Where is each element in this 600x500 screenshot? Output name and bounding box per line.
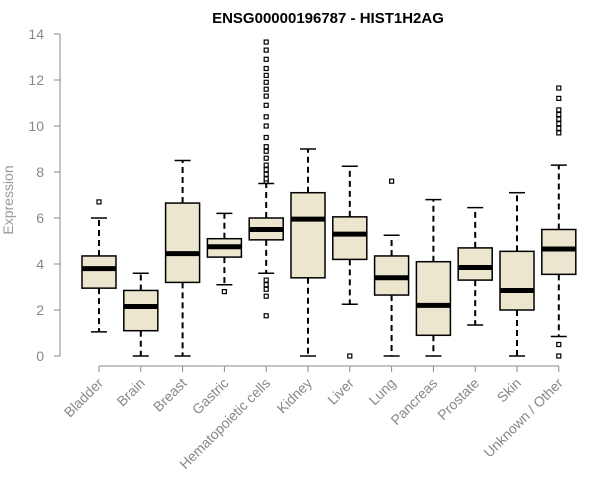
outlier-point xyxy=(263,155,269,161)
outlier-point xyxy=(263,293,269,299)
outlier-point xyxy=(556,116,562,122)
y-tick-label: 8 xyxy=(36,164,44,180)
outlier-point xyxy=(263,123,269,129)
outlier-point xyxy=(263,79,269,85)
outlier-point xyxy=(221,289,227,295)
iqr-box xyxy=(332,216,368,261)
outlier-point xyxy=(389,178,395,184)
y-tick-label: 4 xyxy=(36,256,44,272)
box-bladder xyxy=(81,199,117,333)
outlier-point xyxy=(263,171,269,177)
outlier-point xyxy=(556,107,562,113)
y-tick-label: 10 xyxy=(28,118,44,134)
outlier-point xyxy=(556,85,562,91)
outlier-point xyxy=(263,134,269,141)
outlier-point xyxy=(263,39,269,45)
outlier-point xyxy=(263,47,269,53)
iqr-box xyxy=(541,228,577,276)
x-tick-label: Lung xyxy=(365,375,398,408)
x-tick-label: Liver xyxy=(324,375,357,408)
outlier-point xyxy=(263,282,269,288)
x-tick-label: Brain xyxy=(113,375,147,409)
y-tick-label: 12 xyxy=(28,72,44,88)
y-tick-label: 0 xyxy=(36,348,44,364)
iqr-box xyxy=(123,289,159,332)
iqr-box xyxy=(415,260,452,337)
outlier-point xyxy=(263,162,269,168)
outlier-point xyxy=(263,102,269,108)
box-liver xyxy=(332,165,368,359)
chart-title: ENSG00000196787 - HIST1H2AG xyxy=(212,10,444,27)
box-lung xyxy=(373,178,410,357)
outlier-point xyxy=(263,144,269,150)
box-prostate xyxy=(457,206,493,326)
iqr-box xyxy=(164,202,201,284)
x-tick-label: Kidney xyxy=(274,375,316,417)
iqr-box xyxy=(457,247,493,281)
y-tick-label: 2 xyxy=(36,302,44,318)
box-series xyxy=(81,39,577,359)
y-axis: 0 2 4 6 8 10 12 14 xyxy=(28,26,61,364)
outlier-point xyxy=(556,111,562,118)
outlier-point xyxy=(263,65,269,72)
y-tick-label: 14 xyxy=(28,26,44,42)
outlier-point xyxy=(263,114,269,120)
box-kidney xyxy=(290,148,326,357)
iqr-box xyxy=(81,255,117,289)
x-tick-label: Bladder xyxy=(61,375,107,421)
box-gastric xyxy=(206,212,243,295)
y-axis-label: Expression xyxy=(0,165,16,234)
x-tick-label: Breast xyxy=(150,375,190,415)
outlier-point xyxy=(556,95,562,102)
box-unknown-other xyxy=(541,85,577,359)
x-tick-label: Skin xyxy=(494,375,525,406)
outlier-point xyxy=(556,125,562,131)
outlier-point xyxy=(263,167,269,173)
box-hematopoietic-cells xyxy=(248,39,284,319)
outlier-point xyxy=(263,86,269,92)
outlier-point xyxy=(263,277,269,283)
x-tick-label: Unknown / Other xyxy=(480,375,566,461)
outlier-point xyxy=(263,313,269,319)
outlier-point xyxy=(263,56,269,62)
iqr-box xyxy=(499,250,535,311)
outlier-point xyxy=(556,121,562,127)
outlier-point xyxy=(347,353,353,359)
outlier-point xyxy=(96,199,102,205)
outlier-point xyxy=(556,353,562,359)
y-tick-label: 6 xyxy=(36,210,44,226)
box-breast xyxy=(164,159,201,357)
outlier-point xyxy=(556,130,562,136)
outlier-point xyxy=(263,176,269,182)
outlier-point xyxy=(263,72,269,79)
outlier-point xyxy=(263,286,269,292)
outlier-point xyxy=(556,341,562,348)
iqr-box xyxy=(290,191,326,279)
box-brain xyxy=(123,272,159,357)
outlier-point xyxy=(263,148,269,154)
box-pancreas xyxy=(415,198,452,357)
x-tick-label: Prostate xyxy=(434,375,482,423)
outlier-point xyxy=(263,93,269,99)
box-skin xyxy=(499,191,535,357)
